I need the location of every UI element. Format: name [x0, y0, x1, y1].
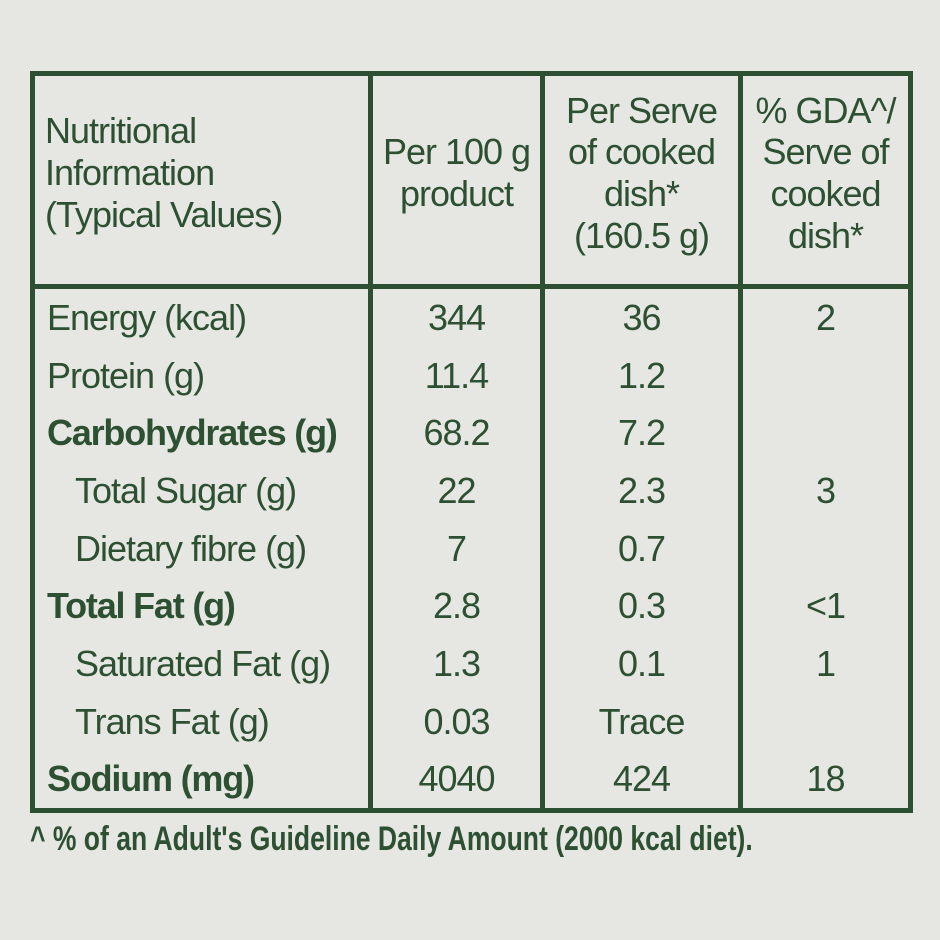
- header-line: % GDA^/: [755, 89, 897, 131]
- label-total-fat: Total Fat (g): [47, 585, 236, 627]
- total-fat-per-100g: 2.8: [368, 577, 540, 635]
- carbohydrates-gda: [738, 404, 908, 462]
- header-line: (Typical Values): [45, 193, 283, 235]
- header-line: dish*: [603, 173, 680, 214]
- total-sugar-per-100g: 22: [368, 462, 540, 520]
- dietary-fibre-per-100g: 7: [368, 519, 540, 578]
- label-protein: Protein (g): [47, 354, 205, 396]
- header-gda: % GDA^/ Serve of cooked dish*: [738, 76, 908, 289]
- header-per-100g: Per 100 g product: [368, 76, 540, 289]
- header-line: Information: [45, 152, 215, 194]
- trans-fat-per-serve: Trace: [540, 692, 738, 751]
- sodium-per-serve: 424: [540, 750, 738, 808]
- nutrition-table: Nutritional Information (Typical Values)…: [30, 71, 913, 813]
- carbohydrates-per-serve: 7.2: [540, 404, 738, 462]
- total-sugar-per-serve: 2.3: [540, 462, 738, 520]
- energy-per-serve: 36: [540, 289, 738, 347]
- energy-per-100g: 344: [368, 289, 540, 347]
- label-sodium: Sodium (mg): [47, 758, 255, 800]
- header-line: (160.5 g): [573, 214, 710, 256]
- dietary-fibre-gda: [738, 519, 908, 578]
- header-line: dish*: [787, 214, 864, 256]
- saturated-fat-gda: 1: [738, 635, 908, 693]
- header-line: of cooked: [567, 131, 716, 173]
- saturated-fat-per-serve: 0.1: [540, 635, 738, 693]
- sodium-gda: 18: [738, 750, 908, 808]
- header-line: cooked: [770, 173, 881, 214]
- protein-per-serve: 1.2: [540, 346, 738, 405]
- total-sugar-gda: 3: [738, 462, 908, 520]
- carbohydrates-per-100g: 68.2: [368, 404, 540, 462]
- header-line: Per 100 g: [382, 131, 531, 173]
- label-energy: Energy (kcal): [47, 296, 247, 338]
- energy-gda: 2: [738, 289, 908, 347]
- header-per-serve: Per Serve of cooked dish* (160.5 g): [540, 76, 738, 289]
- header-line: product: [399, 173, 514, 214]
- trans-fat-gda: [738, 692, 908, 751]
- gda-footnote: ^ % of an Adult's Guideline Daily Amount…: [30, 820, 753, 858]
- total-fat-gda: <1: [738, 577, 908, 635]
- sodium-per-100g: 4040: [368, 750, 540, 808]
- header-line: Serve of: [762, 131, 889, 173]
- label-dietary-fibre: Dietary fibre (g): [75, 527, 307, 569]
- header-line: Per Serve: [565, 89, 718, 131]
- saturated-fat-per-100g: 1.3: [368, 635, 540, 693]
- header-nutritional-information: Nutritional Information (Typical Values): [35, 76, 368, 289]
- label-trans-fat: Trans Fat (g): [75, 700, 270, 742]
- header-line: Nutritional: [45, 110, 197, 152]
- label-carbohydrates: Carbohydrates (g): [47, 412, 338, 454]
- protein-per-100g: 11.4: [368, 346, 540, 405]
- label-saturated-fat: Saturated Fat (g): [75, 642, 331, 684]
- label-total-sugar: Total Sugar (g): [75, 469, 297, 511]
- protein-gda: [738, 346, 908, 405]
- total-fat-per-serve: 0.3: [540, 577, 738, 635]
- trans-fat-per-100g: 0.03: [368, 692, 540, 751]
- dietary-fibre-per-serve: 0.7: [540, 519, 738, 578]
